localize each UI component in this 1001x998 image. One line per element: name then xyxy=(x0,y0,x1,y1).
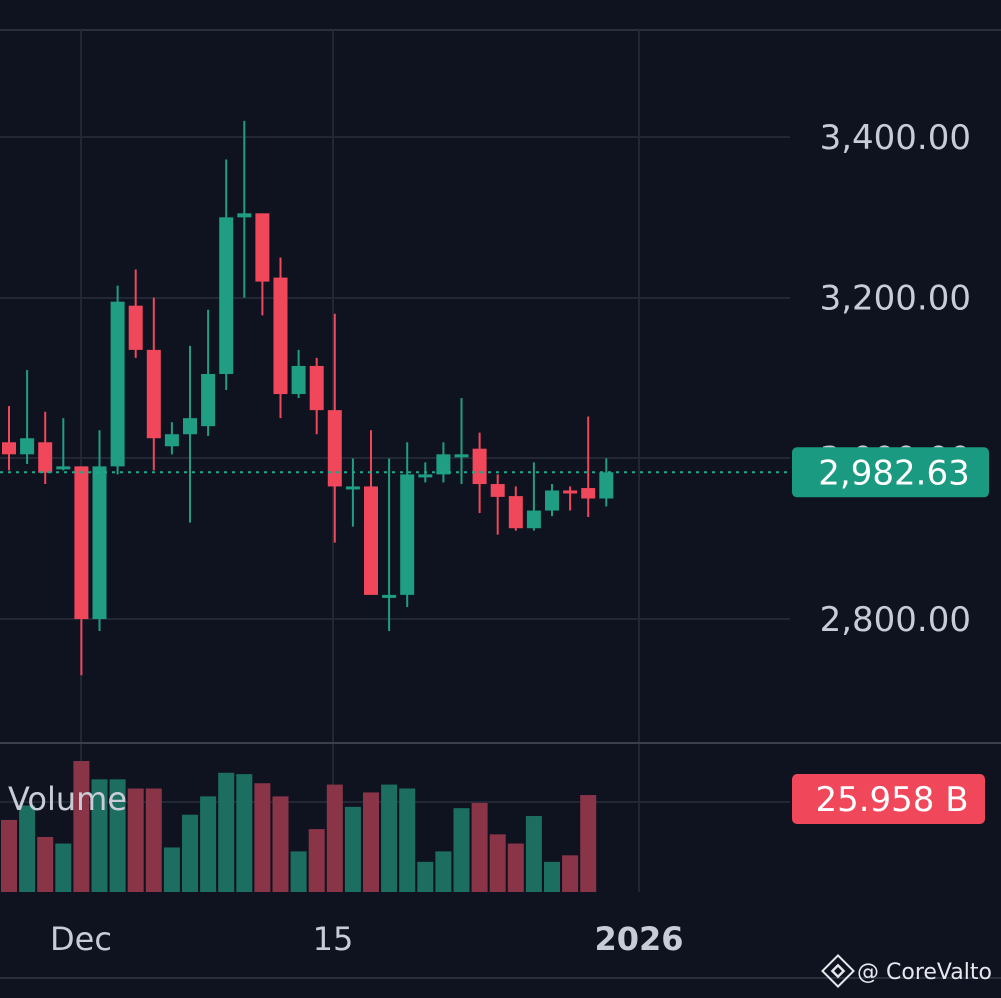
volume-bar xyxy=(218,772,235,892)
candle-body xyxy=(2,442,16,455)
volume-bar xyxy=(200,796,217,892)
candle-body xyxy=(219,217,234,374)
volume-bar xyxy=(507,843,524,892)
candle-body xyxy=(237,213,252,218)
volume-bar xyxy=(308,829,325,892)
candle-body xyxy=(526,510,541,529)
watermark: @ CoreValto xyxy=(821,954,992,988)
candle-body xyxy=(92,466,107,619)
volume-bar xyxy=(236,774,253,892)
volume-bar xyxy=(163,847,180,892)
volume-title: Volume xyxy=(8,780,127,818)
candle-body xyxy=(164,434,179,447)
volume-bar xyxy=(19,805,36,892)
volume-bar xyxy=(344,806,361,892)
candle-body xyxy=(20,438,35,455)
volume-bar xyxy=(544,861,560,892)
candle-body xyxy=(364,486,378,595)
volume-badge xyxy=(792,774,985,824)
volume-bar xyxy=(381,784,398,892)
candle-body xyxy=(490,484,505,497)
price-tick-label: 3,200.00 xyxy=(820,279,971,319)
volume-bar xyxy=(91,779,108,892)
candle-body xyxy=(418,474,433,478)
watermark-text: @ CoreValto xyxy=(857,960,992,985)
volume-bar xyxy=(435,851,452,892)
candle-body xyxy=(74,466,89,619)
candle-body xyxy=(128,305,143,350)
diamond-logo-icon xyxy=(821,954,855,988)
volume-bar xyxy=(272,796,289,892)
volume-bar xyxy=(109,779,126,892)
candle-body xyxy=(309,365,324,411)
volume-bar xyxy=(326,784,343,892)
candles xyxy=(2,120,614,676)
volume-bar xyxy=(37,836,54,892)
candle-body xyxy=(110,301,125,467)
candle-body xyxy=(545,490,559,511)
price-tick-label: 3,400.00 xyxy=(820,118,971,158)
candle-body xyxy=(327,410,342,487)
time-label-2026: 2026 xyxy=(594,920,683,958)
candle-body xyxy=(273,277,288,395)
volume-bar xyxy=(1,819,17,892)
candle-body xyxy=(38,442,53,473)
volume-bar xyxy=(127,788,144,892)
candle-body xyxy=(146,349,161,439)
price-axis[interactable]: 3,400.00 3,200.00 2,800.00 xyxy=(820,118,971,640)
time-label-dec: Dec xyxy=(50,920,112,958)
candle-body xyxy=(183,418,197,435)
volume-bar xyxy=(580,795,597,892)
candle-body xyxy=(472,448,487,485)
candle-body xyxy=(599,472,614,499)
candle-body xyxy=(436,454,451,475)
volume-bar xyxy=(73,761,90,892)
last-price-badge xyxy=(792,447,989,498)
candle-body xyxy=(581,488,596,499)
volume-bar xyxy=(182,814,198,892)
volume-bar xyxy=(562,855,579,892)
volume-value-label: 25.958 B xyxy=(815,780,968,820)
price-tick-label: 2,800.00 xyxy=(820,600,971,640)
candle-body xyxy=(400,474,415,595)
time-label-15: 15 xyxy=(313,920,354,958)
volume-bar xyxy=(55,843,72,892)
volume-bar xyxy=(471,802,488,892)
candle-body xyxy=(563,490,578,494)
candle-body xyxy=(454,454,469,458)
volume-bar xyxy=(145,788,162,892)
volume-bars xyxy=(1,761,597,892)
candle-body xyxy=(201,373,216,427)
candle-body xyxy=(382,594,397,598)
candle-body xyxy=(255,213,270,282)
volume-bar xyxy=(417,861,434,892)
candle-body xyxy=(56,466,71,470)
volume-bar xyxy=(363,792,379,892)
candle-body xyxy=(345,486,360,490)
volume-bar xyxy=(489,834,506,892)
volume-bar xyxy=(254,783,271,892)
volume-bar xyxy=(453,808,470,892)
candle-body xyxy=(291,365,306,395)
volume-bar xyxy=(399,788,416,892)
volume-bar xyxy=(290,851,307,892)
candle-body xyxy=(508,496,523,529)
volume-bar xyxy=(525,816,542,892)
last-price-label: 2,982.63 xyxy=(818,453,969,493)
